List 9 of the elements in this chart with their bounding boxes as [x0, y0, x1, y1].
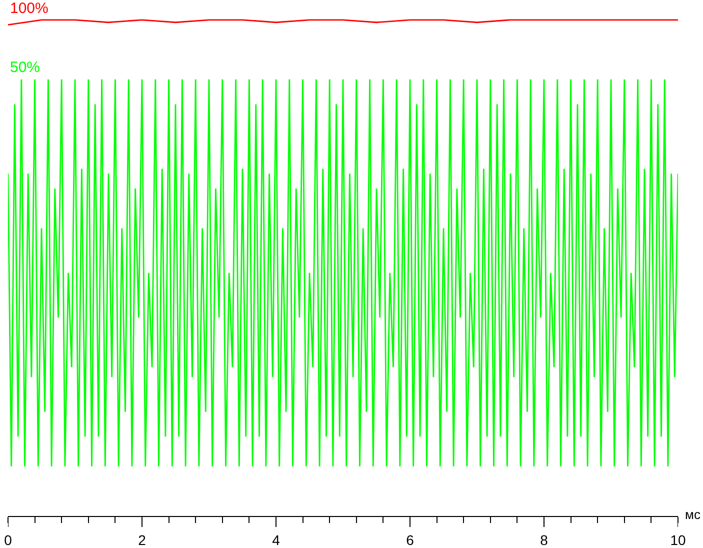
x-tick-label: 0 [4, 532, 12, 548]
x-tick-label: 2 [138, 532, 146, 548]
x-tick-label: 4 [272, 532, 280, 548]
series-label: 100% [10, 0, 48, 17]
x-tick-label: 8 [540, 532, 548, 548]
x-axis-title: мс [685, 507, 701, 522]
x-tick-label: 6 [406, 532, 414, 548]
x-tick-label: 10 [670, 532, 686, 548]
series-label: 50% [10, 59, 40, 76]
